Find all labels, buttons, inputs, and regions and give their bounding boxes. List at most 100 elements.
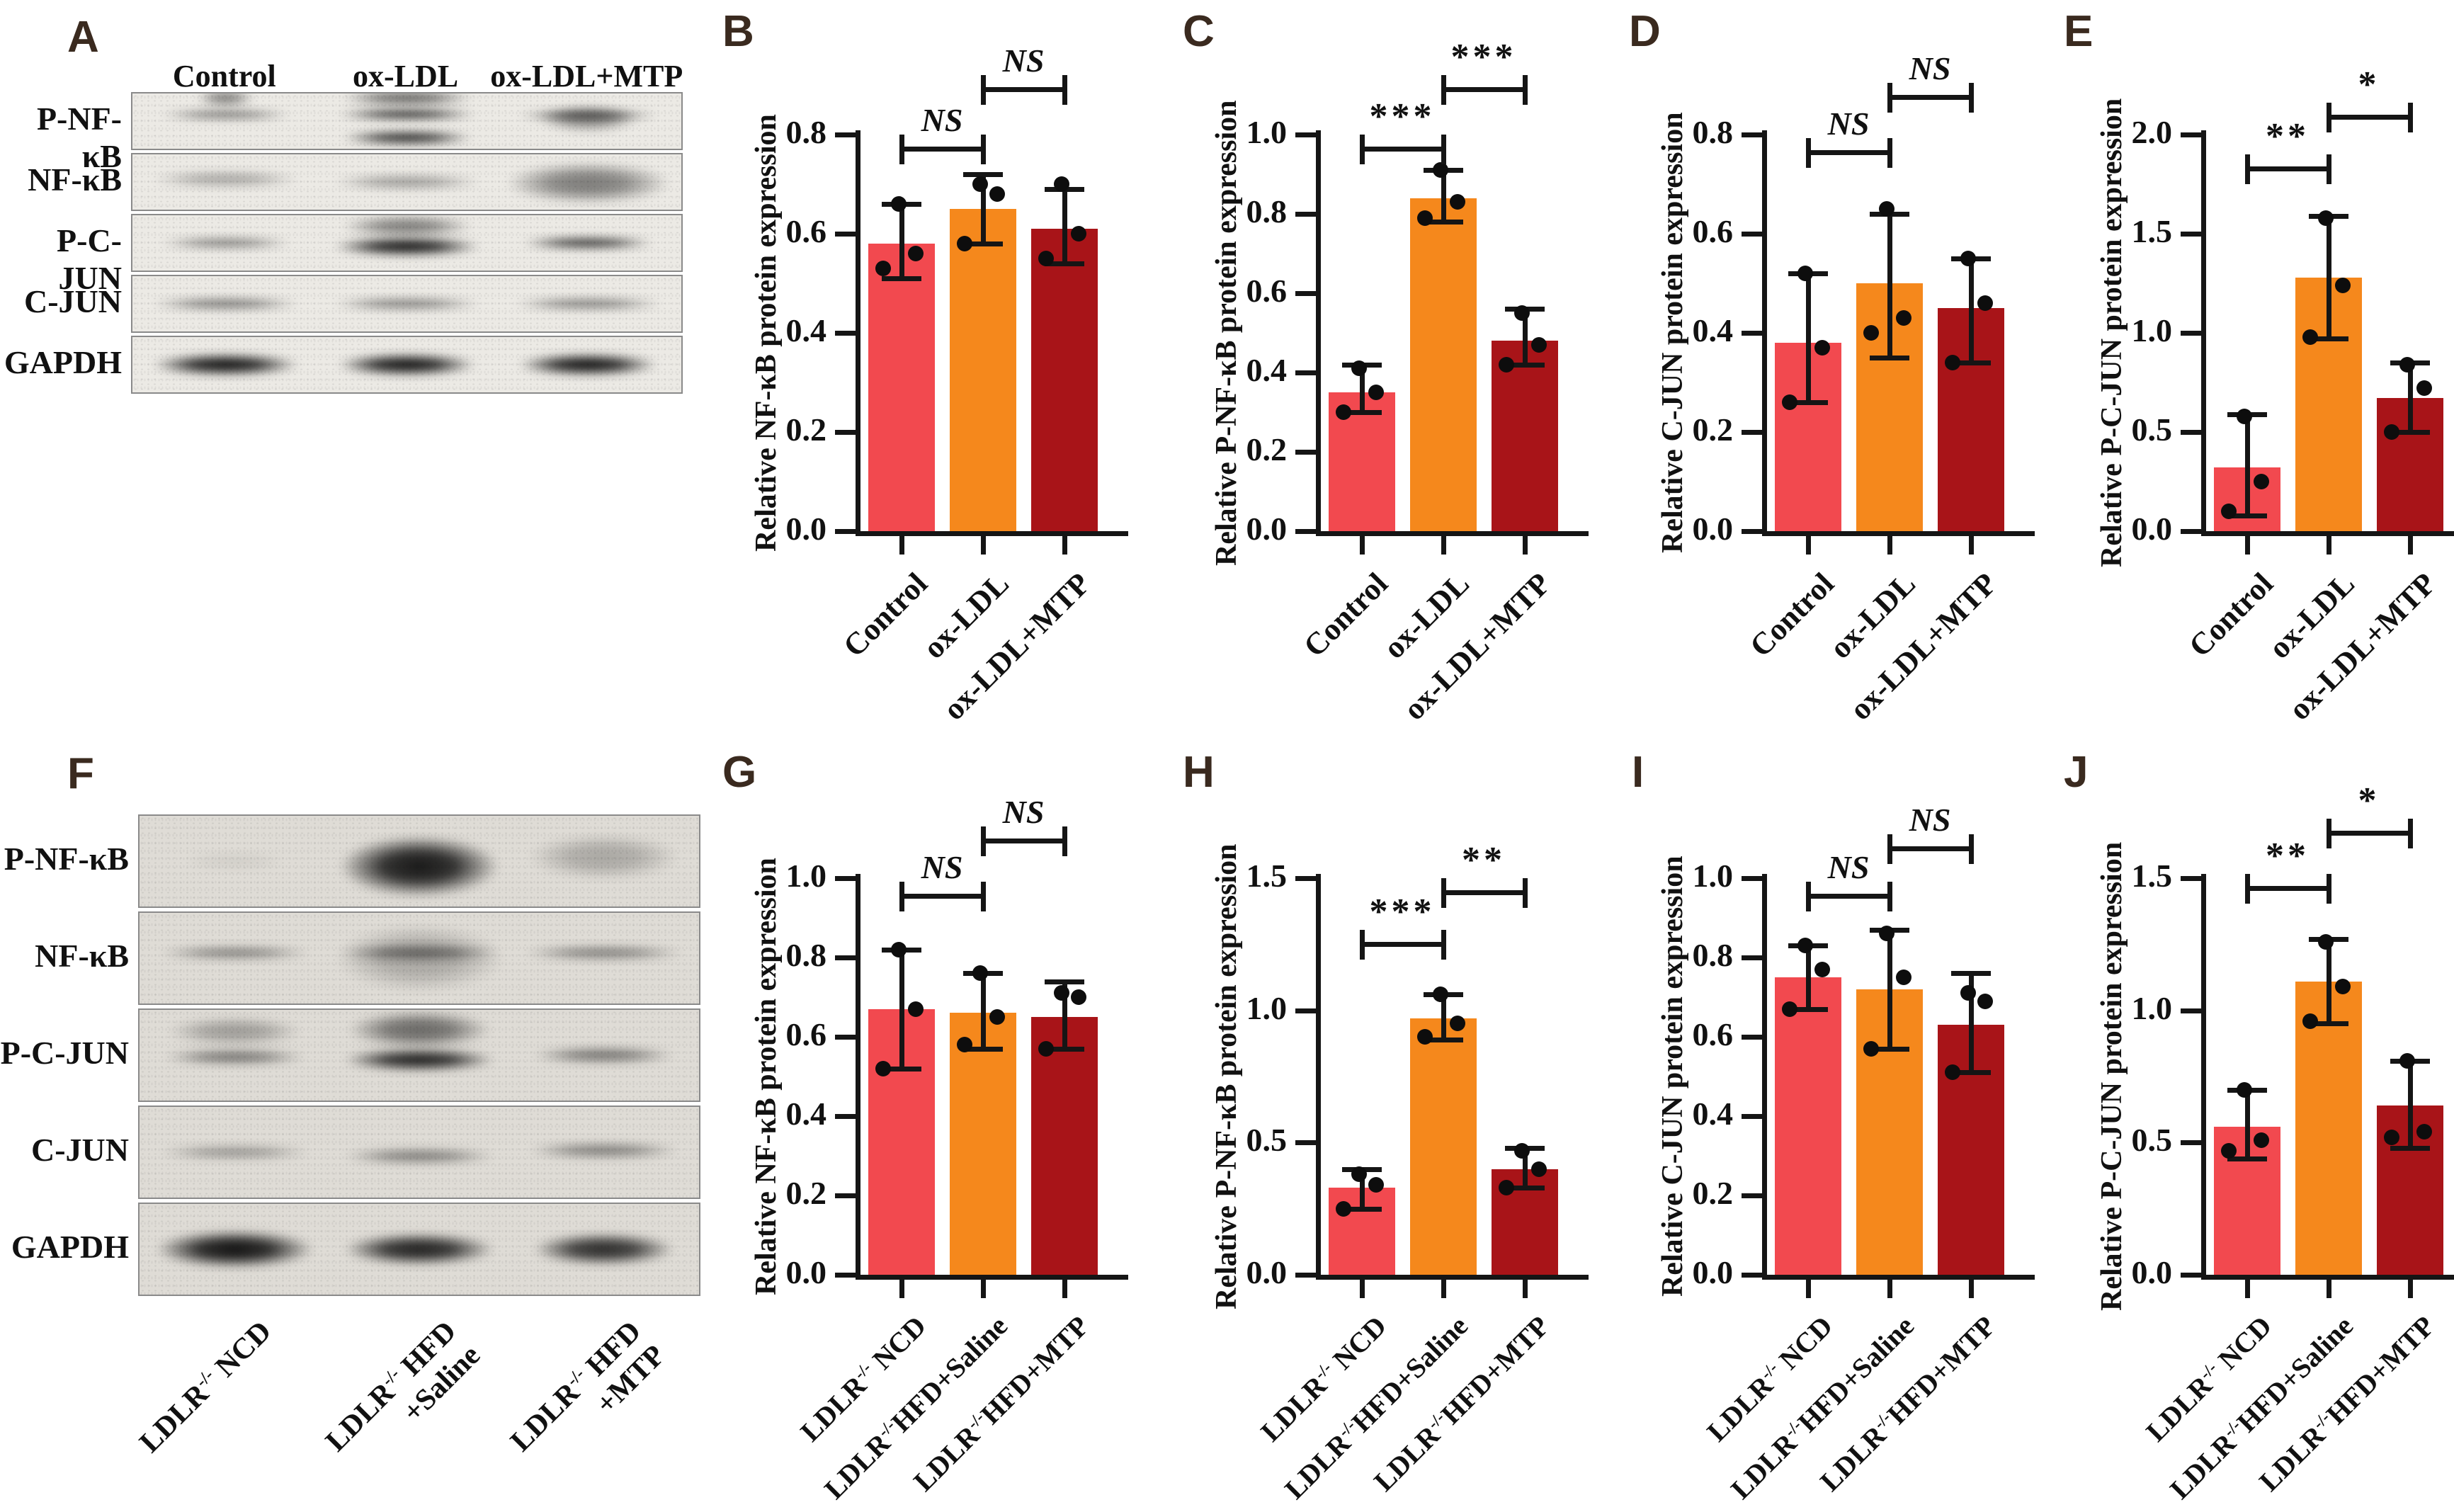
data-point-dot [1895, 310, 1911, 326]
protein-band [159, 1144, 310, 1160]
error-bar [2244, 1089, 2250, 1159]
y-axis-tick [1742, 430, 1763, 435]
significance-bracket [1889, 846, 1971, 852]
protein-band [348, 1011, 491, 1050]
data-point-dot [1432, 162, 1448, 178]
data-point-dot [1053, 176, 1069, 192]
bar-chart-E: Relative P-C-JUN protein expression 0.0 0.… [2054, 0, 2454, 744]
y-axis-tick [835, 955, 856, 960]
error-bar [2326, 215, 2331, 339]
significance-bracket-end [1968, 83, 1974, 113]
panel-letter-D: D [1629, 7, 1661, 56]
y-tick-label: 0.0 [785, 1254, 827, 1290]
significance-label: * [2358, 780, 2380, 821]
y-axis-tick [835, 1193, 856, 1198]
x-category-label: Control [836, 566, 934, 664]
protein-band [343, 1147, 495, 1164]
bar-chart-G: Relative NF-κB protein expression 0.0 0.2 0… [708, 744, 1169, 1512]
error-bar [1441, 170, 1446, 222]
protein-band [152, 171, 300, 188]
data-point-dot [1960, 985, 1976, 1001]
y-tick-label: 0.4 [785, 1096, 827, 1132]
x-axis-tick [980, 1280, 986, 1298]
protein-band [332, 174, 482, 190]
panel-H-bar-chart: H Relative P-NF-κB protein expression 0.0… [1169, 744, 1615, 1512]
y-tick-label: 0.2 [785, 411, 827, 448]
x-axis-line [1316, 531, 1589, 536]
y-axis-line [856, 874, 860, 1280]
significance-bracket-end [1805, 138, 1811, 169]
panel-letter-H: H [1183, 748, 1215, 797]
data-point-dot [1498, 356, 1514, 373]
y-axis-title: Relative P-NF-κB protein expression [1210, 100, 1243, 566]
significance-bracket-end [1968, 834, 1974, 865]
protein-band [332, 297, 482, 310]
protein-band [159, 237, 292, 249]
data-point-dot [875, 261, 891, 276]
data-point-dot [2399, 1052, 2415, 1069]
protein-band [513, 297, 662, 310]
bar-ox-ldl-mtp [1030, 229, 1098, 531]
error-bar [980, 174, 986, 244]
data-point-dot [1070, 226, 1086, 241]
y-axis-tick [835, 232, 856, 237]
error-bar-cap [2308, 1021, 2348, 1027]
significance-bracket-end [899, 134, 904, 164]
bar-control [868, 244, 935, 531]
blot-row-label: P-C-JUN [57, 222, 122, 296]
y-tick-label: 0.6 [1246, 273, 1288, 309]
data-point-dot [1977, 993, 1993, 1009]
significance-label: ** [2266, 836, 2310, 877]
data-point-dot [2334, 277, 2351, 293]
error-bar-cap [1788, 1006, 1828, 1012]
x-category-label: ox-LDL+MTP [1396, 566, 1557, 727]
y-tick-label: 1.0 [1246, 114, 1288, 150]
x-category-label: ox-LDL+MTP [2281, 566, 2443, 727]
y-tick-label: 0.5 [1246, 1122, 1288, 1159]
x-axis-tick [899, 1280, 904, 1298]
error-bar [1441, 994, 1446, 1040]
y-tick-label: 0.0 [1246, 511, 1288, 547]
error-bar [2407, 1060, 2413, 1148]
blot-row-label: NF-κB [28, 161, 122, 198]
error-bar-cap [962, 1046, 1003, 1052]
bar-ox-ldl-mtp [1491, 341, 1558, 531]
data-point-dot [1335, 1200, 1351, 1217]
bar-chart-H: Relative P-NF-κB protein expression 0.0 0.… [1169, 744, 1615, 1512]
data-point-dot [907, 1001, 924, 1017]
data-point-dot [1368, 1177, 1384, 1193]
protein-band [335, 924, 504, 992]
y-tick-label: 0.2 [1692, 411, 1734, 448]
y-axis-line [2201, 874, 2206, 1280]
error-bar [1062, 189, 1067, 263]
protein-band [341, 93, 473, 106]
data-point-dot [1797, 266, 1813, 281]
protein-band [506, 162, 671, 204]
significance-bracket-end [2244, 874, 2250, 904]
bar-ldlrhfd-mtp [1030, 1017, 1098, 1275]
significance-label: *** [1369, 891, 1436, 932]
y-axis-tick [835, 1273, 856, 1278]
significance-bracket [2328, 830, 2410, 836]
y-axis-tick [1742, 876, 1763, 881]
error-bar [1359, 364, 1365, 412]
blot-row-label: C-JUN [24, 283, 122, 319]
significance-bracket [982, 86, 1064, 92]
y-tick-label: 0.8 [785, 937, 827, 973]
y-tick-label: 1.0 [785, 858, 827, 894]
data-point-dot [1878, 926, 1895, 942]
bar-ldlrhfd-saline [1409, 1018, 1477, 1275]
data-point-dot [1038, 251, 1054, 266]
panel-C-bar-chart: C Relative P-NF-κB protein expression 0.0… [1169, 0, 1615, 744]
data-point-dot [1814, 961, 1830, 977]
x-axis-line [2201, 531, 2454, 536]
x-axis-tick [2244, 536, 2250, 555]
bar-ox-ldl [1409, 198, 1477, 531]
significance-bracket-end [899, 882, 904, 912]
y-axis-title: Relative NF-κB protein expression [749, 858, 783, 1295]
y-axis-tick [1742, 232, 1763, 237]
significance-bracket [2328, 115, 2410, 120]
error-bar-cap [1869, 1046, 1909, 1052]
y-axis-tick [1295, 1140, 1317, 1146]
y-axis-tick [2181, 876, 2202, 881]
